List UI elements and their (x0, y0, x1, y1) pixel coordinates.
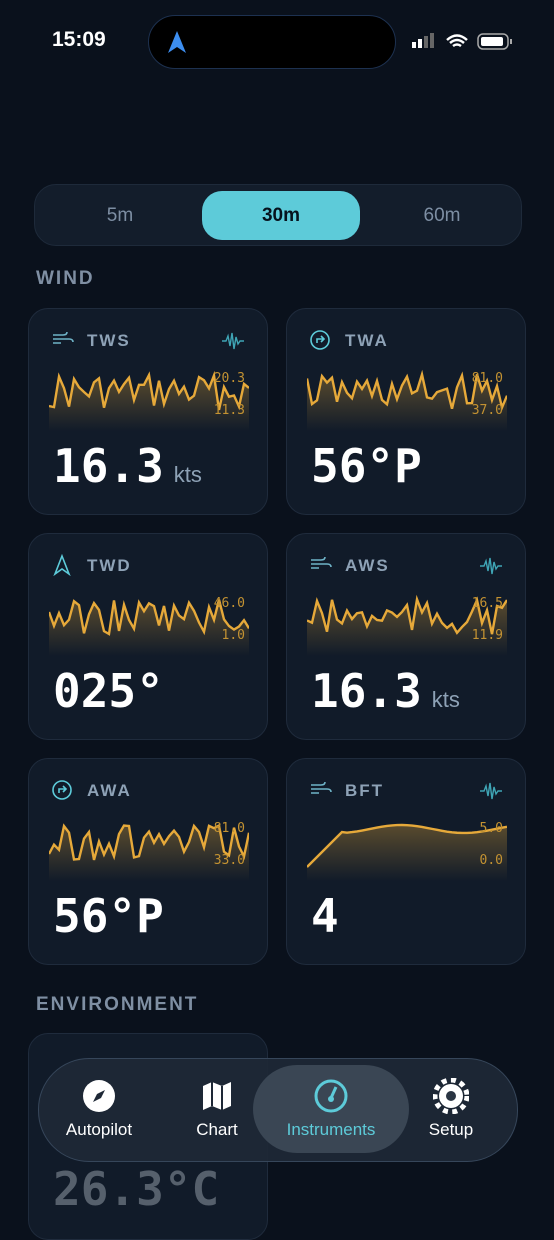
sparkline (47, 817, 251, 886)
section-title: ENVIRONMENT (36, 994, 199, 1015)
value-unit: kts (173, 462, 202, 487)
card-value: 56°P (311, 439, 422, 493)
card-icon (51, 779, 75, 806)
wave-icon (479, 781, 503, 806)
range-low: 0.0 (479, 853, 503, 868)
range-high: 81.0 (213, 821, 245, 836)
tab-icon (203, 1082, 231, 1110)
card-label: TWS (87, 331, 131, 350)
card-value: 4 (311, 889, 339, 943)
sparkline (47, 592, 251, 661)
card-icon (51, 329, 75, 356)
status-icons (412, 33, 512, 50)
card-icon (51, 553, 75, 581)
value-text: 16.3 (311, 664, 422, 718)
tab-icon (314, 1079, 348, 1113)
range-option[interactable]: 60m (423, 204, 461, 226)
section-title: WIND (36, 268, 95, 289)
tab-bar: Autopilot Chart Instruments Setup (38, 1058, 518, 1162)
range-low: 33.0 (213, 853, 245, 868)
card-label: TWA (345, 331, 389, 350)
tab-label: Instruments (286, 1120, 376, 1139)
value-text: 56°P (53, 889, 164, 943)
sparkline (305, 367, 509, 436)
card-value: 16.3 kts (53, 439, 202, 493)
range-high: 81.0 (471, 371, 503, 386)
sparkline (306, 592, 509, 661)
range-selector: 5m 30m 60m (34, 184, 522, 246)
instrument-card[interactable]: AWA 81.0 33.0 56°P (28, 758, 268, 965)
card-label: AWS (345, 556, 390, 575)
status-time: 15:09 (52, 28, 106, 51)
nav-icon (168, 31, 186, 53)
card-value: 16.3 kts (311, 664, 460, 718)
card-value: 26.3°C (53, 1162, 219, 1216)
dynamic-island (148, 15, 396, 69)
instrument-card[interactable]: AWS 16.5 11.9 16.3 kts (286, 533, 526, 740)
card-icon (309, 554, 333, 581)
tab-icon (83, 1080, 115, 1112)
tab-item[interactable]: Setup (391, 1065, 511, 1153)
sparkline (306, 817, 508, 886)
card-icon (309, 329, 333, 356)
instrument-card[interactable]: TWD 46.0 1.0 025° (28, 533, 268, 740)
wave-icon (479, 556, 503, 581)
tab-item[interactable]: Chart (157, 1065, 277, 1153)
card-icon (309, 779, 333, 806)
range-low: 11.3 (213, 403, 245, 418)
range-low: 37.0 (471, 403, 503, 418)
tab-label: Autopilot (65, 1120, 133, 1139)
range-option[interactable]: 30m (202, 191, 360, 240)
card-value: 56°P (53, 889, 164, 943)
value-text: 56°P (311, 439, 422, 493)
range-high: 20.3 (213, 371, 245, 386)
card-label: BFT (345, 781, 385, 800)
tab-item[interactable]: Instruments (253, 1065, 409, 1153)
value-unit: kts (431, 687, 460, 712)
tab-item[interactable]: Autopilot (39, 1065, 159, 1153)
screen: {"status": {"time": "15:09"}, "segments"… (28, 15, 526, 1240)
card-label: TWD (87, 556, 132, 575)
value-text: 26.3°C (53, 1162, 220, 1216)
range-option[interactable]: 5m (106, 204, 134, 226)
range-high: 5.0 (479, 821, 503, 836)
instrument-card[interactable]: TWA 81.0 37.0 56°P (286, 308, 526, 515)
range-high: 46.0 (213, 596, 245, 611)
instrument-card[interactable]: TWS 20.3 11.3 16.3 kts (28, 308, 268, 515)
card-label: AWA (87, 781, 132, 800)
card-value: 025° (53, 664, 164, 718)
value-text: 025° (53, 664, 164, 718)
sparkline (48, 367, 250, 436)
wave-icon (221, 331, 245, 356)
range-high: 16.5 (471, 596, 503, 611)
range-low: 1.0 (221, 628, 245, 643)
tab-icon (433, 1078, 469, 1114)
range-low: 11.9 (471, 628, 503, 643)
tab-label: Chart (196, 1120, 238, 1139)
value-text: 16.3 (53, 439, 164, 493)
tab-label: Setup (428, 1120, 474, 1139)
instrument-card[interactable]: BFT 5.0 0.0 4 (286, 758, 526, 965)
value-text: 4 (311, 889, 339, 943)
